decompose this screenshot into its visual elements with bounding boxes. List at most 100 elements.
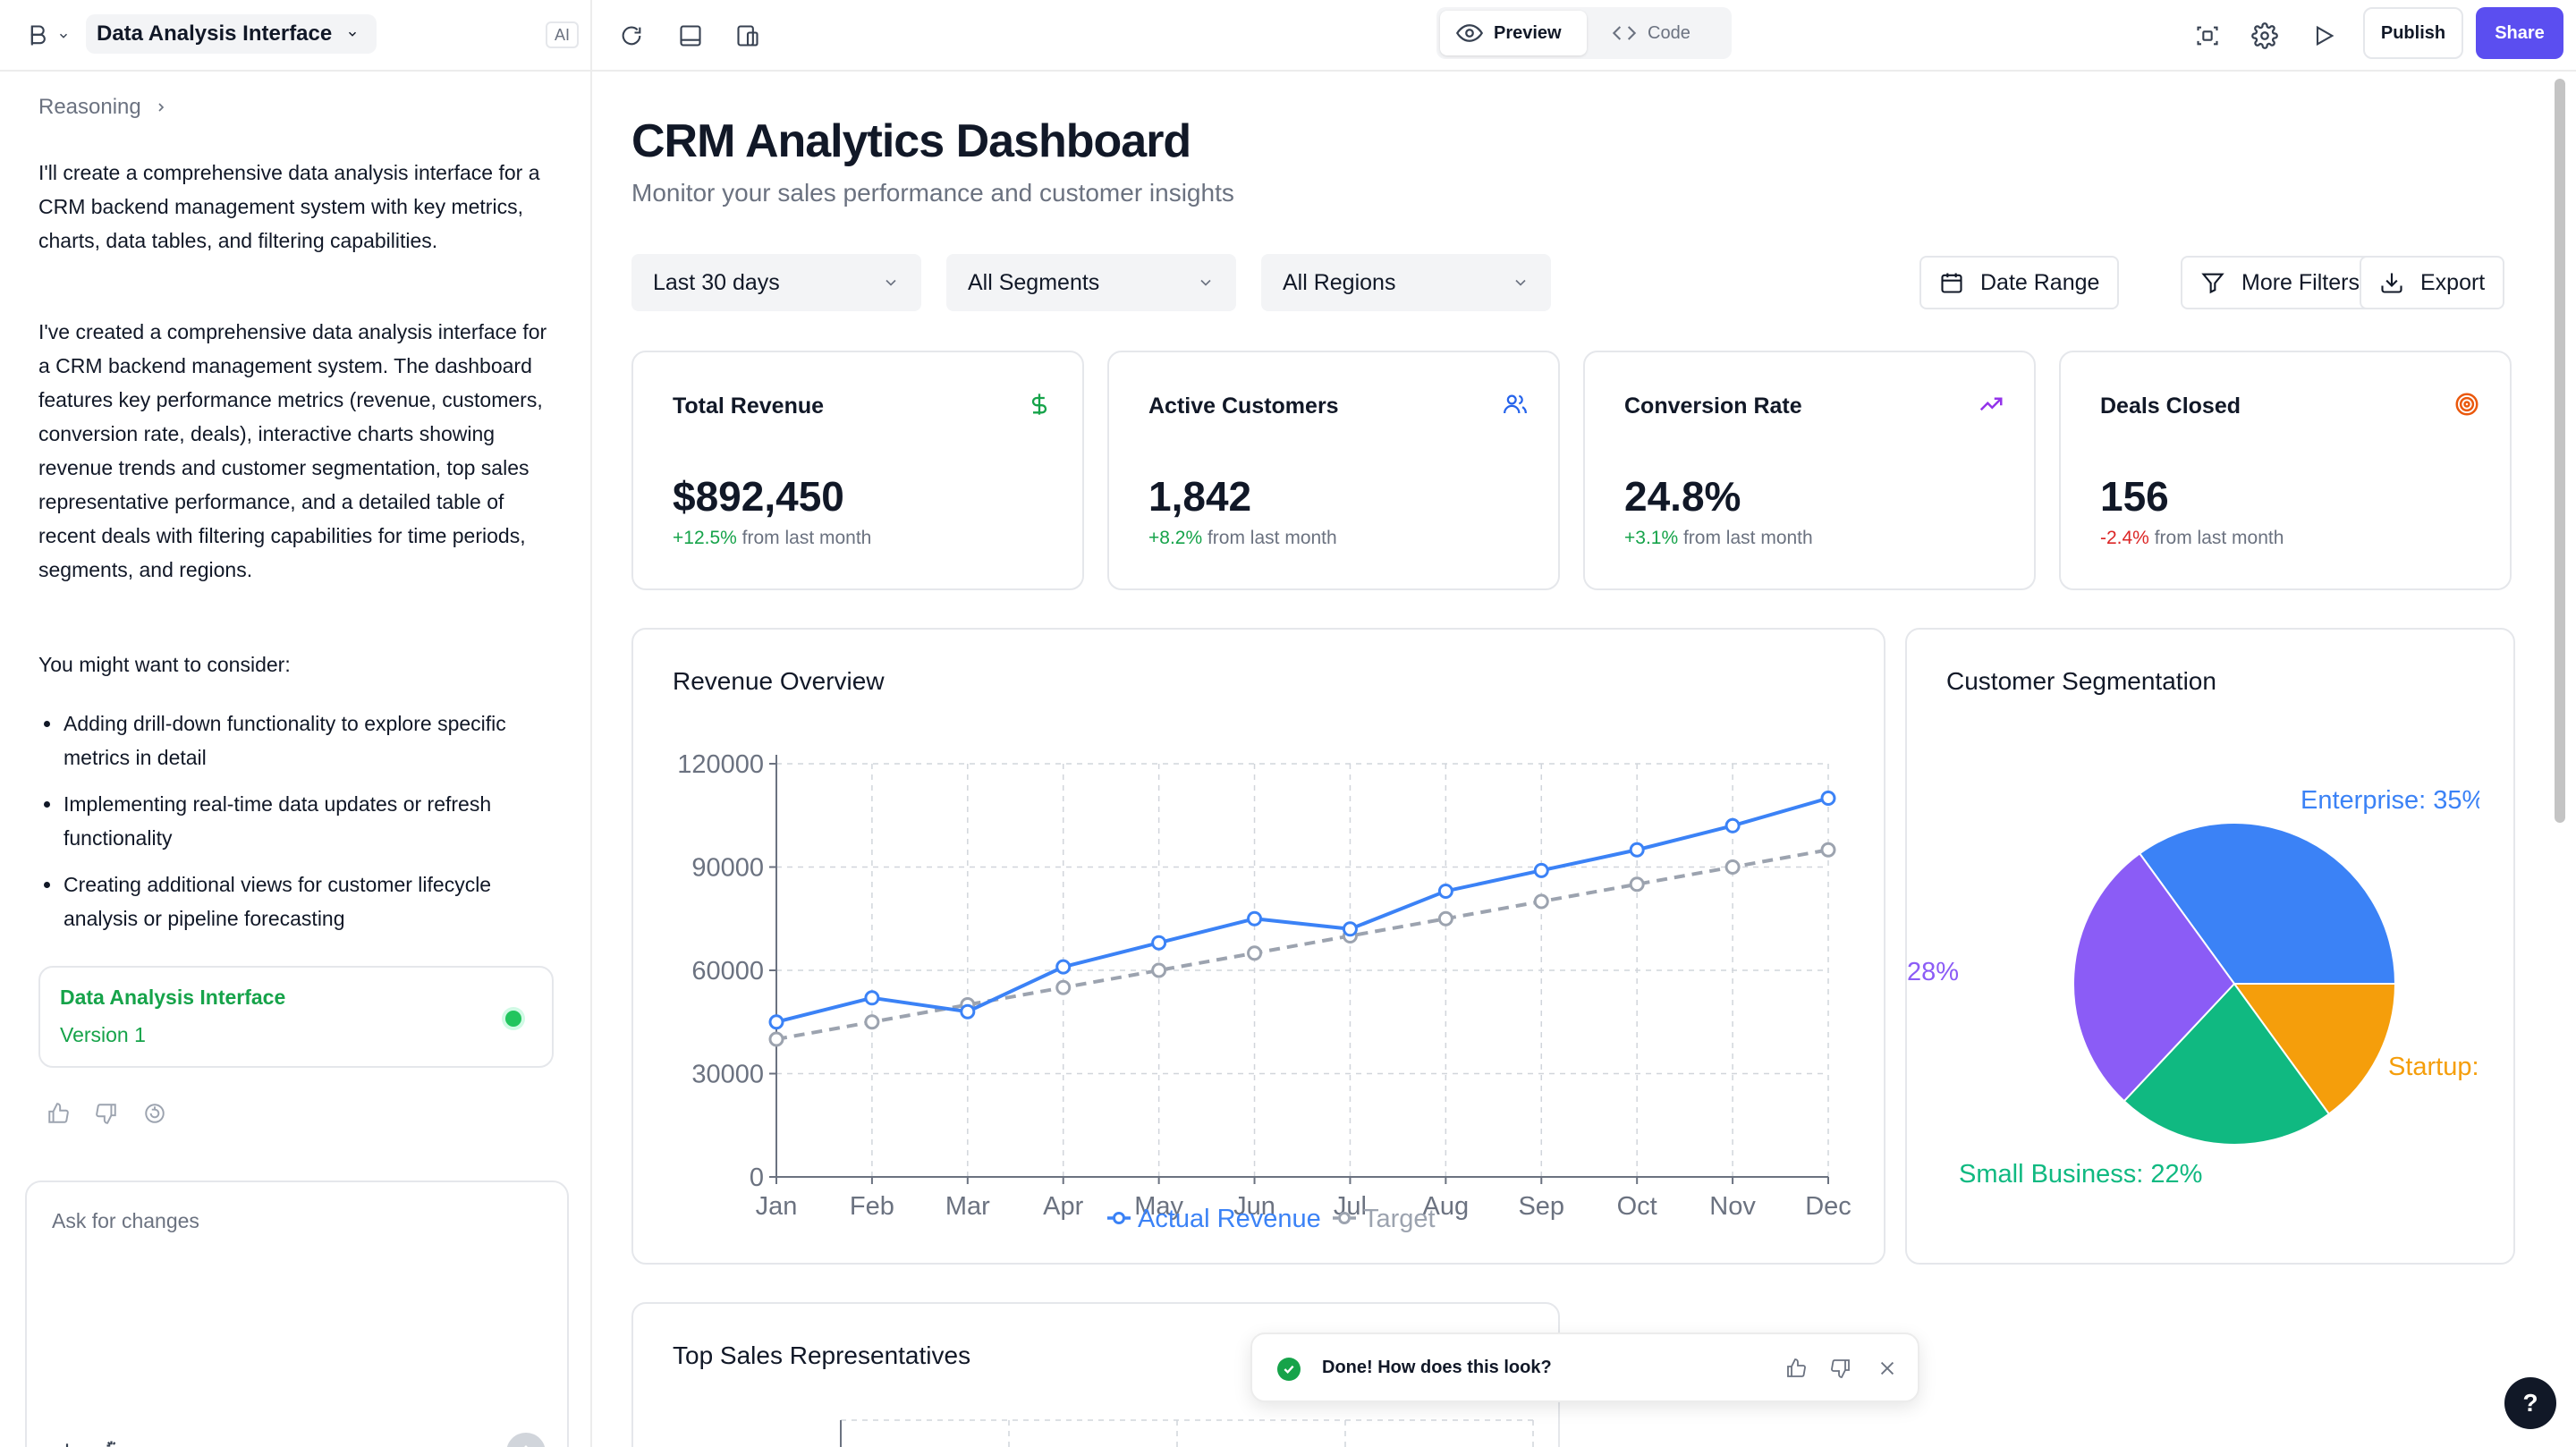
legend-label: Actual Revenue: [1138, 1205, 1321, 1233]
page-subtitle: Monitor your sales performance and custo…: [631, 179, 1234, 207]
toast-close-button[interactable]: [1873, 1354, 1902, 1383]
chart-grid: [775, 763, 1829, 1178]
share-button[interactable]: Share: [2476, 7, 2563, 59]
preview-tab[interactable]: Preview: [1440, 11, 1587, 55]
x-tick-label: Jan: [756, 1192, 798, 1221]
run-button[interactable]: [2304, 16, 2343, 55]
data-point: [1629, 876, 1645, 893]
page-title: CRM Analytics Dashboard: [631, 115, 1191, 167]
kpi-value: 156: [2100, 473, 2169, 520]
refresh-button[interactable]: [612, 16, 651, 55]
calendar-icon: [1941, 273, 1962, 293]
done-toast: Done! How does this look?: [1250, 1333, 1919, 1402]
suggestion-list: Adding drill-down functionality to explo…: [38, 707, 557, 948]
period-select[interactable]: Last 30 days: [631, 254, 921, 311]
scrollbar-thumb[interactable]: [2555, 79, 2565, 823]
data-point: [1151, 962, 1167, 978]
kpi-change-value: +12.5%: [673, 528, 737, 548]
region-select[interactable]: All Regions: [1261, 254, 1551, 311]
inspect-button[interactable]: [2188, 16, 2227, 55]
revenue-overview-card: Revenue Overview 0 30000 60000 90000 120000 J…: [631, 628, 1885, 1265]
chevron-down-icon: [1515, 279, 1526, 286]
y-tick-label: 0: [750, 1164, 764, 1192]
legend-marker: [1113, 1212, 1125, 1224]
version-card-title: Data Analysis Interface: [60, 986, 286, 1009]
preview-label: Preview: [1494, 22, 1562, 43]
x-tick-label: Mar: [945, 1192, 990, 1221]
kpi-title: Conversion Rate: [1624, 393, 1802, 419]
pie-slice: [2123, 982, 2331, 1146]
date-range-button[interactable]: Date Range: [1919, 256, 2120, 309]
data-point: [768, 1031, 784, 1047]
thumbs-up-button[interactable]: [45, 1100, 72, 1127]
users-icon: [1499, 388, 1531, 420]
chevron-down-icon: [1200, 279, 1211, 286]
thumbs-down-button[interactable]: [93, 1100, 120, 1127]
project-name-dropdown[interactable]: Data Analysis Interface: [86, 14, 377, 54]
scan-icon: [2197, 26, 2218, 46]
reasoning-toggle[interactable]: Reasoning: [38, 95, 168, 120]
chevron-down-icon: [886, 279, 896, 286]
logo-icon: [30, 25, 46, 46]
responsive-view-button[interactable]: [728, 16, 767, 55]
thumbs-down-icon: [1831, 1359, 1850, 1378]
slice-label: Mid-Market: 28%: [1907, 958, 1959, 986]
segment-select-value: All Segments: [968, 269, 1100, 295]
data-point: [768, 1014, 784, 1030]
app-menu-button[interactable]: [27, 18, 73, 54]
kpi-change-suffix: from last month: [1678, 528, 1813, 548]
preview-pane: CRM Analytics Dashboard Monitor your sal…: [594, 72, 2576, 1447]
assistant-message-intro: I'll create a comprehensive data analysi…: [38, 161, 540, 252]
toast-thumbs-up-button[interactable]: [1782, 1354, 1810, 1383]
toggle-panel-button[interactable]: [671, 16, 710, 55]
data-point: [1055, 979, 1072, 995]
settings-button[interactable]: [2245, 16, 2284, 55]
kpi-change-suffix: from last month: [736, 528, 872, 548]
add-attachment-button[interactable]: [52, 1436, 82, 1447]
dollar-icon: [1023, 388, 1055, 420]
chevron-down-icon: [59, 33, 68, 38]
x-tick-label: Nov: [1709, 1192, 1756, 1221]
kpi-change: +3.1% from last month: [1624, 528, 1813, 549]
preview-scrollbar[interactable]: [2551, 75, 2569, 1443]
data-point: [864, 1014, 880, 1030]
export-button[interactable]: Export: [2360, 256, 2505, 309]
filter-icon: [2201, 273, 2224, 294]
kpi-change-suffix: from last month: [1202, 528, 1337, 548]
refresh-icon: [622, 26, 641, 46]
send-button[interactable]: [506, 1433, 546, 1447]
y-tick-label: 90000: [691, 854, 764, 883]
version-card[interactable]: Data Analysis Interface Version 1: [38, 966, 554, 1068]
series-line: [775, 848, 1829, 1041]
publish-button[interactable]: Publish: [2363, 7, 2463, 59]
consider-heading: You might want to consider:: [38, 653, 291, 676]
x-tick-label: Feb: [850, 1192, 894, 1221]
pie-slice: [2233, 983, 2397, 1116]
kpi-card-active-customers: Active Customers 1,842 +8.2% from last m…: [1107, 351, 1560, 590]
select-element-button[interactable]: [100, 1434, 136, 1447]
data-point: [1247, 910, 1263, 927]
more-filters-button[interactable]: More Filters: [2181, 256, 2379, 309]
x-tick-label: Aug: [1423, 1192, 1470, 1221]
code-tab[interactable]: Code: [1596, 11, 1728, 55]
assistant-message-summary: I've created a comprehensive data analys…: [38, 320, 547, 581]
y-tick-label: 120000: [677, 750, 764, 779]
gear-icon: [2251, 22, 2278, 49]
plus-icon: [65, 1443, 69, 1447]
legend-label: Target: [1363, 1205, 1436, 1233]
suggestion-item: Implementing real-time data updates or r…: [38, 787, 557, 855]
help-button[interactable]: ?: [2504, 1377, 2556, 1429]
thumbs-down-icon: [96, 1104, 116, 1124]
segment-select[interactable]: All Segments: [946, 254, 1236, 311]
retry-icon: [145, 1104, 165, 1123]
ask-for-changes-input[interactable]: [52, 1209, 535, 1233]
kpi-title: Active Customers: [1148, 393, 1339, 419]
toast-thumbs-down-button[interactable]: [1826, 1354, 1855, 1383]
kpi-title: Deals Closed: [2100, 393, 2241, 419]
retry-button[interactable]: [141, 1100, 168, 1127]
toast-message: Done! How does this look?: [1322, 1358, 1552, 1377]
ai-chip[interactable]: AI: [546, 21, 580, 48]
status-dot: [505, 1011, 521, 1027]
thumbs-up-icon: [48, 1103, 69, 1123]
